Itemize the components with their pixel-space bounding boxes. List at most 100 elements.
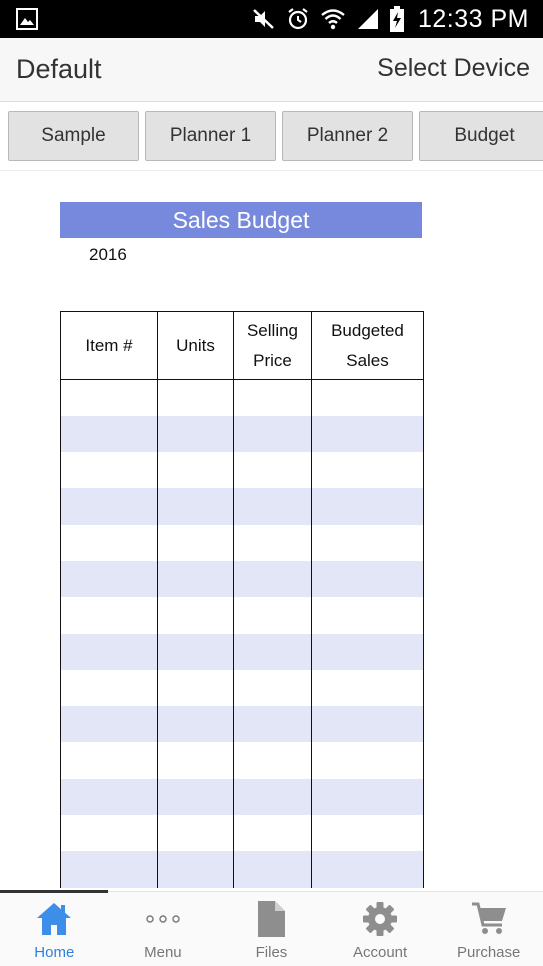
table-row [60, 633, 424, 670]
table-cell[interactable] [311, 488, 424, 525]
table-row [60, 415, 424, 453]
header-line: Sales [346, 350, 389, 370]
table-cell[interactable] [311, 778, 424, 816]
app-header: Default Select Device [0, 38, 543, 102]
table-cell[interactable] [311, 742, 424, 779]
nav-label: Purchase [456, 944, 521, 961]
table-cell[interactable] [60, 524, 158, 561]
table-cell[interactable] [311, 851, 424, 888]
nav-label: Account [352, 944, 408, 961]
header-line: Budgeted [331, 320, 404, 340]
table-cell[interactable] [311, 815, 424, 852]
tab-sample[interactable]: Sample [8, 111, 139, 161]
table-cell[interactable] [311, 669, 424, 707]
nav-account[interactable]: Account [326, 892, 435, 966]
table-cell[interactable] [157, 488, 234, 525]
gear-icon [361, 900, 399, 938]
table-cell[interactable] [157, 379, 234, 416]
column-header-item: Item # [60, 311, 158, 380]
table-cell[interactable] [233, 524, 312, 561]
table-cell[interactable] [311, 415, 424, 453]
tab-planner-2[interactable]: Planner 2 [282, 111, 413, 161]
table-cell[interactable] [233, 815, 312, 852]
table-cell[interactable] [311, 597, 424, 634]
table-cell[interactable] [157, 706, 234, 743]
table-cell[interactable] [233, 778, 312, 816]
table-cell[interactable] [233, 669, 312, 707]
table-cell[interactable] [233, 742, 312, 779]
table-cell[interactable] [233, 706, 312, 743]
table-cell[interactable] [157, 742, 234, 779]
column-header-units: Units [157, 311, 234, 380]
table-cell[interactable] [60, 669, 158, 707]
nav-label: Files [255, 944, 288, 961]
table-cell[interactable] [233, 415, 312, 453]
table-cell[interactable] [157, 815, 234, 852]
table-cell[interactable] [60, 742, 158, 779]
table-cell[interactable] [233, 560, 312, 598]
table-cell[interactable] [60, 379, 158, 416]
bottom-nav: Home Menu Files [0, 890, 543, 966]
table-cell[interactable] [157, 597, 234, 634]
table-cell[interactable] [233, 633, 312, 670]
table-cell[interactable] [60, 597, 158, 634]
nav-home[interactable]: Home [0, 892, 109, 966]
mute-icon [252, 7, 276, 31]
table-cell[interactable] [311, 379, 424, 416]
table-body [60, 379, 424, 888]
table-cell[interactable] [157, 560, 234, 598]
table-row [60, 742, 424, 779]
table-cell[interactable] [311, 560, 424, 598]
table-cell[interactable] [311, 706, 424, 743]
table-cell[interactable] [233, 597, 312, 634]
table-cell[interactable] [311, 524, 424, 561]
table-cell[interactable] [60, 778, 158, 816]
cart-icon [470, 900, 508, 938]
header-line: Price [253, 350, 292, 370]
table-cell[interactable] [157, 415, 234, 453]
signal-icon [356, 7, 380, 31]
table-cell[interactable] [60, 706, 158, 743]
table-cell[interactable] [60, 815, 158, 852]
select-device-button[interactable]: Select Device [377, 54, 530, 82]
status-bar: 12:33 PM [0, 0, 543, 38]
nav-label: Menu [144, 944, 182, 961]
table-cell[interactable] [157, 452, 234, 489]
table-cell[interactable] [311, 452, 424, 489]
nav-purchase[interactable]: Purchase [434, 892, 543, 966]
table-row [60, 851, 424, 888]
header-line: Units [176, 335, 215, 355]
tab-planner-1[interactable]: Planner 1 [145, 111, 276, 161]
table-row [60, 379, 424, 416]
table-cell[interactable] [233, 851, 312, 888]
table-cell[interactable] [157, 669, 234, 707]
table-cell[interactable] [157, 633, 234, 670]
table-cell[interactable] [60, 633, 158, 670]
status-icons: 12:33 PM [252, 0, 529, 38]
file-icon [252, 900, 290, 938]
table-header-row: Item # Units Selling Price Budgeted Sales [60, 311, 424, 380]
tab-budget[interactable]: Budget [419, 111, 543, 161]
document-title: Sales Budget [60, 202, 422, 238]
table-cell[interactable] [157, 778, 234, 816]
table-cell[interactable] [233, 452, 312, 489]
table-cell[interactable] [311, 633, 424, 670]
table-cell[interactable] [60, 851, 158, 888]
template-tabs: Sample Planner 1 Planner 2 Budget [0, 103, 543, 171]
more-dots-icon [144, 900, 182, 938]
table-row [60, 597, 424, 634]
table-row [60, 815, 424, 852]
table-cell[interactable] [233, 488, 312, 525]
table-cell[interactable] [157, 524, 234, 561]
table-cell[interactable] [60, 488, 158, 525]
table-row [60, 560, 424, 598]
table-cell[interactable] [60, 560, 158, 598]
table-cell[interactable] [233, 379, 312, 416]
nav-menu[interactable]: Menu [109, 892, 218, 966]
table-cell[interactable] [60, 415, 158, 453]
table-cell[interactable] [157, 851, 234, 888]
status-clock: 12:33 PM [417, 4, 529, 33]
table-cell[interactable] [60, 452, 158, 489]
document-year: 2016 [89, 245, 127, 264]
nav-files[interactable]: Files [217, 892, 326, 966]
